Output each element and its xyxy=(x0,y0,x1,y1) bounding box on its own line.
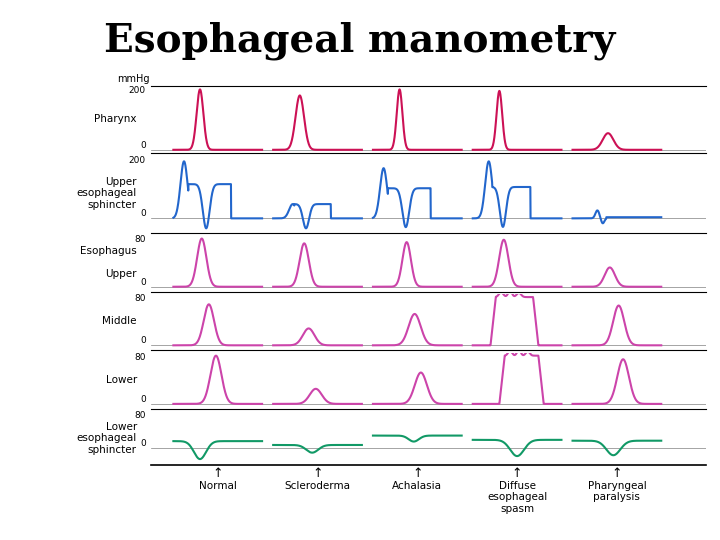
Text: ↑: ↑ xyxy=(512,467,522,480)
Text: ↑: ↑ xyxy=(612,467,622,480)
Text: Esophageal manometry: Esophageal manometry xyxy=(104,22,616,60)
Text: 200: 200 xyxy=(129,86,145,96)
Text: Middle: Middle xyxy=(102,316,137,326)
Text: Diffuse
esophageal
spasm: Diffuse esophageal spasm xyxy=(487,481,547,514)
Text: 80: 80 xyxy=(134,235,145,245)
Text: Normal: Normal xyxy=(199,481,237,491)
Text: 200: 200 xyxy=(129,156,145,165)
Text: mmHg: mmHg xyxy=(117,73,150,84)
Text: 0: 0 xyxy=(140,336,145,345)
Text: 0: 0 xyxy=(140,141,145,150)
Text: Esophagus

Upper: Esophagus Upper xyxy=(80,246,137,279)
Text: Pharynx: Pharynx xyxy=(94,114,137,124)
Text: ↑: ↑ xyxy=(212,467,223,480)
Text: 80: 80 xyxy=(134,353,145,362)
Text: Lower: Lower xyxy=(106,375,137,385)
Text: 0: 0 xyxy=(140,438,145,448)
Text: 0: 0 xyxy=(140,278,145,287)
Text: ↑: ↑ xyxy=(312,467,323,480)
Text: Upper
esophageal
sphincter: Upper esophageal sphincter xyxy=(76,177,137,210)
Text: 80: 80 xyxy=(134,294,145,303)
Text: ↑: ↑ xyxy=(412,467,423,480)
Text: 0: 0 xyxy=(140,210,145,218)
Text: Lower
esophageal
sphincter: Lower esophageal sphincter xyxy=(76,422,137,455)
Text: 80: 80 xyxy=(134,411,145,420)
Text: Scleroderma: Scleroderma xyxy=(284,481,351,491)
Text: Achalasia: Achalasia xyxy=(392,481,442,491)
Text: Pharyngeal
paralysis: Pharyngeal paralysis xyxy=(588,481,647,502)
Text: 0: 0 xyxy=(140,395,145,404)
